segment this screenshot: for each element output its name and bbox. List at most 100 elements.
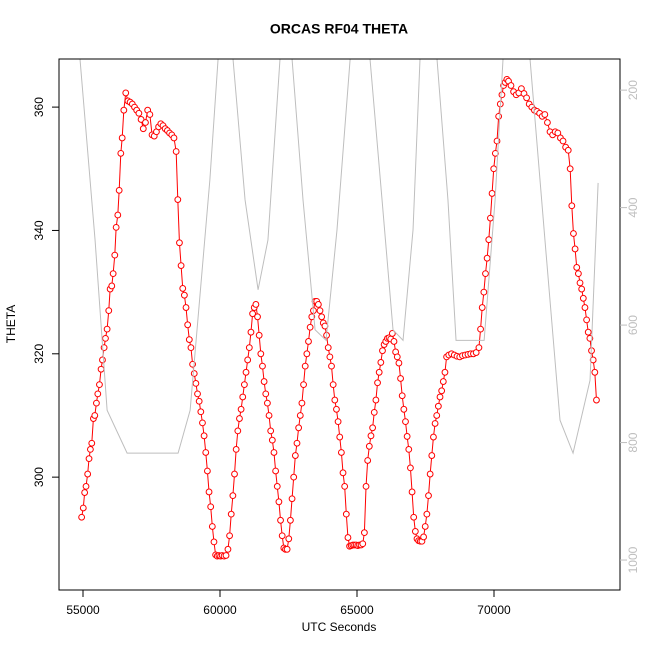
theta-point	[102, 334, 109, 342]
theta-point	[339, 469, 347, 477]
theta-point	[199, 419, 206, 427]
theta-point	[208, 523, 216, 530]
theta-point	[483, 254, 491, 262]
theta-point	[108, 282, 116, 290]
theta-point	[362, 482, 370, 490]
x-tick-label: 55000	[66, 603, 100, 617]
theta-point	[205, 488, 213, 496]
theta-point	[578, 285, 586, 293]
theta-point	[88, 439, 96, 447]
theta-point	[359, 540, 367, 548]
theta-point	[105, 307, 113, 315]
theta-point	[236, 415, 243, 422]
theta-point	[194, 390, 201, 398]
theta-point	[120, 106, 128, 114]
theta-point	[328, 362, 335, 370]
theta-point	[296, 412, 304, 419]
theta-point	[342, 510, 350, 518]
theta-point	[390, 338, 398, 345]
theta-point	[579, 294, 587, 302]
theta-point	[97, 365, 105, 373]
theta-point	[568, 202, 576, 210]
theta-point	[576, 279, 584, 287]
theta-point	[270, 449, 278, 456]
theta-point	[267, 427, 275, 435]
theta-point	[210, 538, 218, 546]
theta-point	[295, 424, 303, 432]
theta-point	[112, 223, 120, 231]
theta-point	[482, 270, 489, 278]
theta-point	[242, 368, 250, 376]
theta-point	[397, 375, 404, 382]
theta-point	[541, 111, 549, 118]
theta-point	[303, 350, 311, 358]
theta-point	[336, 433, 344, 441]
theta-point	[564, 146, 572, 154]
theta-point	[142, 119, 149, 126]
theta-point	[430, 433, 437, 441]
theta-point	[94, 390, 102, 398]
theta-point	[583, 316, 591, 324]
theta-point	[360, 529, 368, 537]
theta-point	[222, 552, 230, 559]
theta-point	[571, 245, 579, 253]
theta-point	[438, 387, 446, 395]
y2-tick-label: 600	[626, 315, 640, 335]
theta-point	[593, 396, 600, 404]
theta-point	[122, 89, 130, 97]
theta-point	[433, 412, 441, 419]
theta-point	[581, 304, 589, 311]
theta-point	[305, 338, 312, 345]
x-tick-label: 65000	[340, 603, 374, 617]
theta-point	[115, 186, 123, 194]
theta-point	[180, 291, 188, 299]
theta-point	[283, 545, 291, 553]
theta-point	[203, 467, 211, 475]
theta-point	[375, 368, 383, 376]
theta-point	[364, 457, 372, 464]
y-tick-label: 300	[32, 467, 46, 487]
theta-point	[498, 91, 506, 99]
theta-point	[369, 424, 377, 432]
theta-point	[170, 134, 178, 142]
theta-point	[420, 533, 427, 541]
theta-point	[398, 392, 406, 400]
theta-point	[290, 473, 298, 481]
theta-point	[377, 359, 385, 366]
theta-point	[367, 432, 375, 440]
theta-point	[227, 510, 235, 518]
y-tick-label: 340	[32, 220, 46, 240]
theta-point	[135, 109, 143, 117]
y-tick-label: 360	[32, 97, 46, 117]
theta-point	[244, 356, 252, 364]
y2-tick-label: 400	[626, 197, 640, 217]
theta-point	[405, 445, 413, 453]
theta-point	[184, 321, 192, 329]
y-axis-title: THETA	[4, 305, 18, 343]
theta-point	[86, 445, 94, 453]
theta-point	[91, 412, 99, 419]
theta-point	[259, 362, 266, 370]
theta-point	[277, 516, 284, 524]
chart-title: ORCAS RF04 THETA	[270, 21, 408, 37]
theta-point	[411, 528, 419, 535]
theta-point	[410, 513, 418, 521]
x-tick-label: 70000	[477, 603, 511, 617]
theta-point	[341, 482, 349, 490]
theta-point	[426, 470, 434, 478]
theta-point	[275, 498, 283, 506]
theta-point	[249, 310, 257, 318]
theta-point	[301, 362, 309, 370]
theta-point	[265, 412, 273, 419]
theta-point	[84, 470, 92, 478]
theta-point	[403, 433, 411, 440]
theta-point	[111, 251, 119, 259]
theta-point	[316, 307, 324, 315]
theta-point	[324, 344, 332, 352]
theta-point	[589, 356, 597, 364]
y-tick-label: 320	[32, 343, 46, 363]
theta-point	[146, 111, 154, 118]
theta-point	[591, 368, 599, 376]
